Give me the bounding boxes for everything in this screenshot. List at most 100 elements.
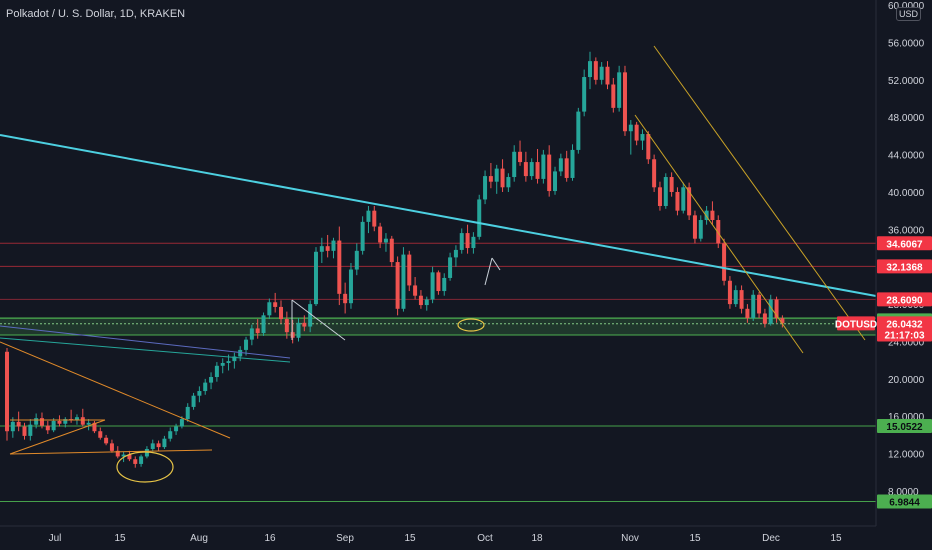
candle-body — [506, 177, 511, 188]
candle-body — [238, 349, 243, 357]
candle-body — [156, 443, 161, 448]
candle-body — [500, 168, 505, 188]
candle-body — [710, 210, 715, 221]
candle-body — [80, 417, 85, 425]
candle-body — [774, 299, 779, 319]
channel-lower — [634, 114, 804, 354]
candle-body — [599, 66, 604, 80]
candle-body — [739, 290, 744, 309]
price-label-resistance: 28.6090 — [886, 295, 923, 306]
candle-body — [518, 151, 523, 163]
candle-body — [488, 176, 493, 182]
y-tick-label: 40.0000 — [888, 188, 925, 199]
x-tick-label: Nov — [621, 533, 639, 544]
candle-body — [74, 417, 79, 421]
currency-badge[interactable]: USD — [896, 7, 922, 21]
candle-body — [115, 450, 120, 457]
candle-body — [313, 251, 318, 305]
candle-body — [226, 361, 231, 363]
x-tick-label: 16 — [264, 533, 276, 544]
candle-body — [104, 437, 109, 444]
candle-body — [366, 210, 371, 222]
price-label-box — [837, 316, 875, 331]
candle-body — [704, 210, 709, 221]
candle-body — [279, 306, 284, 320]
candle-body — [646, 134, 651, 160]
y-tick-label: 52.0000 — [888, 76, 925, 87]
candle-body — [401, 254, 406, 309]
triangle-base — [9, 449, 213, 455]
candle-body — [144, 448, 149, 457]
candle-body — [681, 187, 686, 211]
wedge-line — [491, 257, 501, 271]
price-label-box — [877, 316, 932, 331]
candle-body — [174, 426, 179, 432]
price-label-box — [877, 259, 932, 274]
candle-body — [121, 454, 126, 457]
candle-body — [780, 318, 785, 324]
drawing-tools-layer — [0, 242, 876, 502]
candle-body — [634, 124, 639, 141]
candle-body — [605, 66, 610, 85]
candle-body — [337, 240, 342, 294]
candle-body — [209, 377, 214, 383]
candle-body — [652, 159, 657, 188]
price-label-box — [877, 236, 932, 251]
time-axis[interactable]: Jul 15 Aug 16 Sep 15 Oct 18 Nov 15 Dec 15 — [49, 533, 842, 544]
candle-body — [558, 158, 563, 172]
candle-body — [191, 395, 196, 407]
candle-body — [319, 246, 324, 252]
candle-body — [10, 421, 15, 432]
candle-body — [284, 319, 289, 333]
price-label-box — [877, 494, 932, 509]
triangle-side — [9, 419, 106, 455]
candle-body — [745, 308, 750, 319]
candle-body — [669, 177, 674, 192]
candle-body — [663, 177, 668, 206]
wedge-line — [484, 257, 493, 286]
y-tick-label: 60.0000 — [888, 1, 925, 12]
candle-body — [512, 151, 517, 178]
candle-body — [448, 257, 453, 278]
y-tick-label: 24.0000 — [888, 337, 925, 348]
candle-body — [185, 406, 190, 420]
annotations-layer — [0, 45, 877, 483]
candle-body — [92, 422, 97, 432]
candle-body — [395, 262, 400, 309]
chart-title: Polkadot / U. S. Dollar, 1D, KRAKEN — [6, 8, 186, 20]
candle-body — [523, 162, 528, 177]
price-label-symbol: DOTUSD — [835, 319, 877, 330]
retest-ellipse — [457, 318, 485, 332]
time-scale-background — [0, 526, 932, 550]
candle-body — [308, 304, 313, 327]
candle-body — [34, 418, 39, 425]
candle-body — [418, 295, 423, 306]
candle-body — [348, 269, 353, 304]
candle-body — [45, 425, 50, 431]
candle-body — [675, 191, 680, 211]
candle-body — [57, 420, 62, 424]
candle-body — [716, 220, 721, 244]
candle-body — [459, 233, 464, 250]
candle-body — [220, 362, 225, 366]
x-tick-label: 15 — [830, 533, 842, 544]
candle-body — [133, 459, 138, 464]
bottom-ellipse — [116, 451, 174, 483]
candle-body — [722, 243, 727, 281]
price-label-countdown: 21:17:03 — [884, 330, 924, 341]
y-tick-label: 48.0000 — [888, 113, 925, 124]
candle-body — [232, 356, 237, 362]
candle-body — [762, 313, 767, 324]
candle-body — [547, 154, 552, 192]
candle-body — [733, 290, 738, 305]
teal-trendline — [0, 337, 291, 363]
candle-body — [255, 328, 260, 334]
candle-body — [302, 322, 307, 327]
x-tick-label: Oct — [477, 533, 493, 544]
candle-body — [698, 220, 703, 239]
candle-body — [553, 171, 558, 192]
candle-body — [564, 158, 569, 178]
x-tick-label: Aug — [190, 533, 208, 544]
